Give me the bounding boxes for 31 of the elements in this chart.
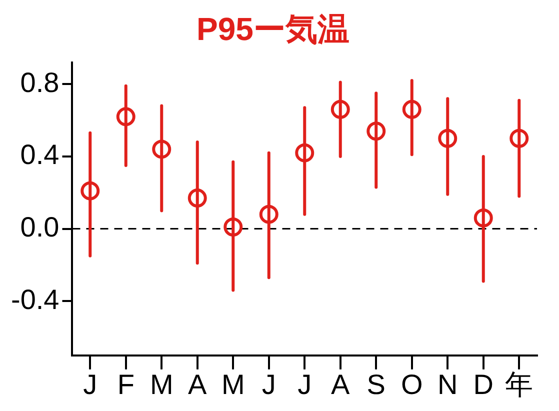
- point: [188, 188, 207, 208]
- point: [474, 208, 493, 228]
- chart-title: P95ー気温: [196, 11, 350, 48]
- x-tick-label: N: [438, 368, 458, 400]
- x-tick-label: F: [117, 368, 134, 400]
- x-tick-label: J: [298, 368, 312, 400]
- point: [438, 128, 458, 148]
- x-tick-label: M: [150, 368, 174, 400]
- point: [259, 204, 278, 224]
- point: [366, 122, 386, 141]
- point: [152, 140, 172, 159]
- x-tick-label: J: [262, 368, 276, 400]
- point: [224, 217, 243, 236]
- x-tick-label: 年: [505, 368, 534, 400]
- x-tick-label: O: [400, 368, 423, 400]
- point: [295, 143, 314, 162]
- x-tick-label: D: [473, 368, 494, 400]
- point: [330, 100, 350, 119]
- x-tick-label: J: [83, 368, 98, 400]
- x-tick-label: A: [188, 368, 208, 400]
- point: [402, 100, 422, 119]
- point: [80, 181, 100, 200]
- x-tick-label: S: [366, 368, 386, 400]
- y-tick-label: -0.4: [11, 284, 60, 315]
- y-tick-label: 0.4: [20, 139, 60, 170]
- point: [116, 107, 136, 126]
- x-tick-label: M: [221, 368, 245, 400]
- x-tick-label: A: [331, 368, 350, 400]
- y-tick-label: 0.0: [20, 212, 60, 243]
- point: [510, 128, 529, 148]
- y-tick-label: 0.8: [20, 66, 60, 98]
